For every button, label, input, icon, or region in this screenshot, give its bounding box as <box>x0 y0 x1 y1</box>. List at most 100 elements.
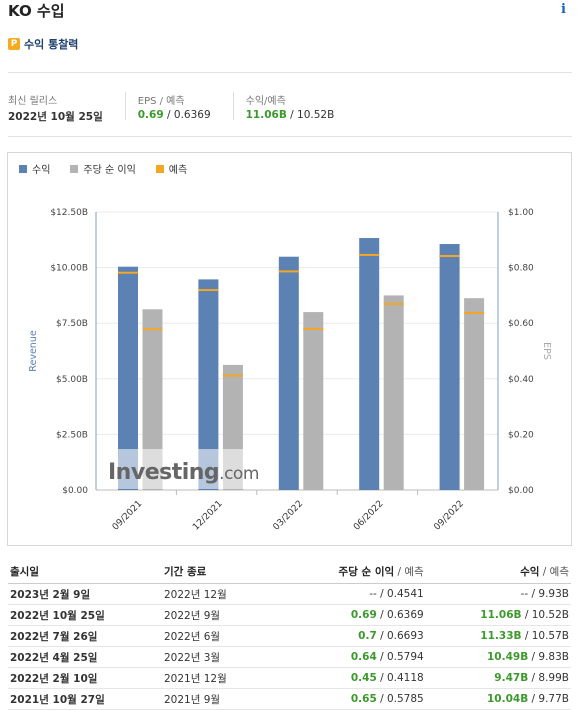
earnings-chart: 수익 주당 순 이익 예측 $0.00 $0.00 $2.50B $0.20 $5.00… <box>7 152 572 546</box>
chart-plot: $0.00 $0.00 $2.50B $0.20 $5.00B $0.40 $7.50B $0… <box>28 208 552 533</box>
cell-release-date: 2021년 10월 27일 <box>8 688 162 710</box>
eps-forecast-marker <box>142 328 163 331</box>
table-row: 2022년 7월 26일 2022년 6월 0.7 / 0.6693 11.33B /… <box>8 625 571 647</box>
eps-forecast-marker <box>222 374 243 377</box>
y-right-tick-label: $0.20 <box>508 430 534 440</box>
premium-insights-link[interactable]: P 수익 통찰력 <box>8 36 78 52</box>
cell-release-date: 2022년 10월 25일 <box>8 604 162 626</box>
cell-period-end: 2021년 9월 <box>162 688 286 710</box>
latest-release-label: 최신 릴리스 <box>8 96 58 107</box>
x-tick-label: 09/2021 <box>111 499 145 533</box>
cell-period-end: 2022년 6월 <box>162 625 286 647</box>
watermark-backdrop <box>98 449 260 489</box>
premium-p-icon: P <box>8 38 20 50</box>
eps-bar <box>464 298 485 490</box>
x-tick-label: 12/2021 <box>191 499 225 533</box>
chart-legend: 수익 주당 순 이익 예측 <box>19 161 207 176</box>
table-row: 2021년 10월 27일 2021년 9월 0.65 / 0.5785 10.04B… <box>8 688 571 710</box>
page-title: KO 수입 <box>8 2 65 20</box>
revenue-forecast-marker <box>278 270 299 273</box>
info-icon[interactable]: i <box>561 2 566 17</box>
revenue-forecast-marker <box>118 271 138 274</box>
col-revenue[interactable]: 수익 / 예측 <box>425 560 571 584</box>
y-left-tick-label: $7.50B <box>56 319 88 329</box>
col-period-end[interactable]: 기간 종료 <box>162 560 286 584</box>
cell-revenue: 11.33B / 10.57B <box>425 625 571 647</box>
cell-release-date: 2023년 2월 9일 <box>8 583 162 605</box>
y-right-tick-label: $1.00 <box>508 208 534 218</box>
summary-eps: EPS / 예측 0.69 / 0.6369 <box>137 92 234 121</box>
cell-release-date: 2022년 7월 26일 <box>8 625 162 647</box>
y-right-axis-label: EPS <box>541 342 552 360</box>
legend-revenue-swatch <box>19 164 27 173</box>
revenue-bar <box>278 256 299 490</box>
y-right-tick-label: $0.40 <box>508 375 534 385</box>
premium-insights-label: 수익 통찰력 <box>24 38 79 51</box>
cell-revenue: 10.04B / 9.77B <box>425 688 571 710</box>
cell-revenue: 9.47B / 8.99B <box>425 667 571 689</box>
cell-eps: 0.45 / 0.4118 <box>286 667 426 689</box>
legend-forecast[interactable]: 예측 <box>155 161 187 176</box>
legend-eps-swatch <box>70 164 79 173</box>
earnings-summary: 최신 릴리스 2022년 10월 25일 EPS / 예측 0.69 / 0.6… <box>8 92 368 123</box>
cell-release-date: 2022년 4월 25일 <box>8 646 162 668</box>
x-tick-label: 03/2022 <box>272 499 306 533</box>
eps-forecast-marker <box>383 302 404 305</box>
eps-bar <box>142 309 163 490</box>
cell-release-date: 2022년 2월 10일 <box>8 667 162 689</box>
col-eps[interactable]: 주당 순 이익 / 예측 <box>286 560 426 584</box>
eps-forecast-marker <box>464 311 485 314</box>
cell-period-end: 2022년 3월 <box>162 646 286 668</box>
revenue-forecast-marker <box>439 255 460 258</box>
legend-eps[interactable]: 주당 순 이익 <box>70 161 136 176</box>
revenue-label: 수익/예측 <box>245 96 286 107</box>
cell-eps: 0.69 / 0.6369 <box>286 604 426 626</box>
revenue-forecast-marker <box>198 289 219 292</box>
legend-eps-label: 주당 순 이익 <box>83 165 136 176</box>
revenue-forecast-marker <box>359 253 380 256</box>
y-right-tick-label: $0.60 <box>508 319 534 329</box>
legend-revenue[interactable]: 수익 <box>19 161 50 176</box>
y-left-tick-label: $10.00B <box>50 264 88 274</box>
watermark-logo: Investing.com <box>108 460 259 485</box>
cell-period-end: 2022년 12월 <box>162 583 286 605</box>
cell-eps: 0.65 / 0.5785 <box>286 688 426 710</box>
y-right-tick-label: $0.80 <box>508 264 534 274</box>
eps-bar <box>303 312 324 490</box>
legend-revenue-label: 수익 <box>32 165 51 176</box>
legend-forecast-swatch <box>155 164 164 173</box>
cell-eps: -- / 0.4541 <box>286 583 426 605</box>
y-left-tick-label: $5.00B <box>56 375 88 385</box>
earnings-table: 출시일 기간 종료 주당 순 이익 / 예측 수익 / 예측 2023년 2월 … <box>8 560 571 710</box>
cell-revenue: 10.49B / 9.83B <box>425 646 571 668</box>
cell-revenue: 11.06B / 10.52B <box>425 604 571 626</box>
page-header: KO 수입 i <box>8 0 572 30</box>
summary-latest-release: 최신 릴리스 2022년 10월 25일 <box>8 92 126 123</box>
table-row: 2022년 2월 10일 2021년 12월 0.45 / 0.4118 9.47B … <box>8 667 571 689</box>
eps-bar <box>383 295 404 490</box>
y-right-tick-label: $0.00 <box>508 486 534 496</box>
table-row: 2022년 10월 25일 2022년 9월 0.69 / 0.6369 11.06B… <box>8 604 571 626</box>
cell-period-end: 2022년 9월 <box>162 604 286 626</box>
table-header-row: 출시일 기간 종료 주당 순 이익 / 예측 수익 / 예측 <box>8 560 571 584</box>
cell-eps: 0.7 / 0.6693 <box>286 625 426 647</box>
cell-eps: 0.64 / 0.5794 <box>286 646 426 668</box>
x-tick-label: 06/2022 <box>352 499 386 533</box>
y-left-tick-label: $2.50B <box>56 430 88 440</box>
cell-period-end: 2021년 12월 <box>162 667 286 689</box>
eps-forecast-marker <box>303 327 324 330</box>
col-release-date[interactable]: 출시일 <box>8 560 162 584</box>
revenue-value: 11.06B / 10.52B <box>245 109 335 121</box>
x-tick-label: 09/2022 <box>432 499 466 533</box>
summary-revenue: 수익/예측 11.06B / 10.52B <box>245 92 357 121</box>
revenue-bar <box>198 279 219 490</box>
cell-revenue: -- / 9.93B <box>425 583 571 605</box>
latest-release-value: 2022년 10월 25일 <box>8 111 103 123</box>
divider <box>8 136 572 137</box>
revenue-bar <box>359 238 380 490</box>
y-left-tick-label: $0.00 <box>62 486 88 496</box>
divider <box>8 72 572 73</box>
revenue-bar <box>439 244 460 490</box>
eps-value: 0.69 / 0.6369 <box>137 109 211 121</box>
y-left-axis-label: Revenue <box>28 330 39 372</box>
